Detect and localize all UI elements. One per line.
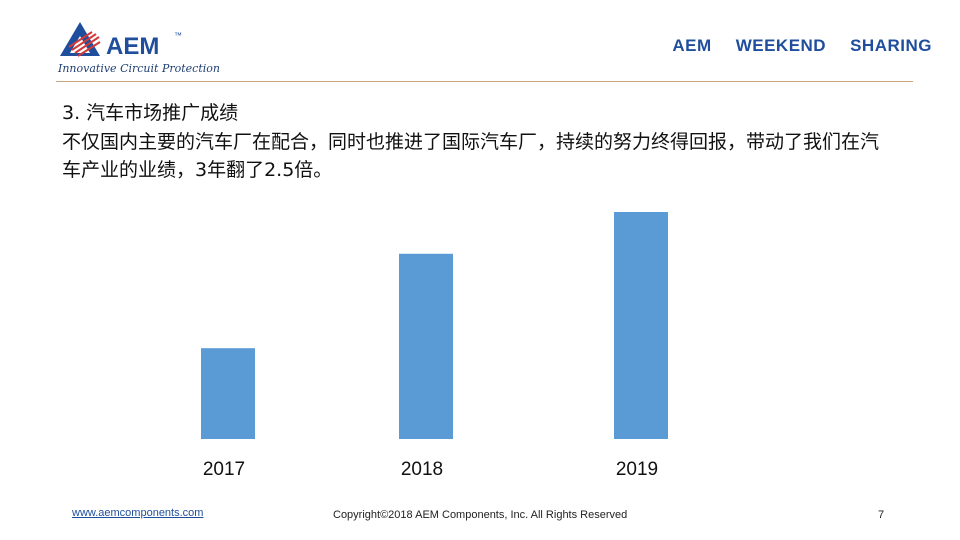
- header-word-aem: AEM: [672, 36, 712, 55]
- website-link[interactable]: www.aemcomponents.com: [72, 507, 204, 519]
- aem-logo-mark: AEM ™: [60, 22, 182, 60]
- header-word-weekend: WEEKEND: [735, 36, 827, 55]
- x-tick-2019: 2019: [616, 459, 658, 480]
- header-word-sharing: SHARING: [850, 36, 932, 55]
- logo-tagline: Innovative Circuit Protection: [58, 62, 220, 75]
- aem-logo: AEM ™ Innovative Circuit Protection: [58, 20, 220, 76]
- x-tick-2017: 2017: [203, 459, 245, 480]
- x-tick-2018: 2018: [401, 459, 443, 480]
- section-heading: 3. 汽车市场推广成绩: [62, 102, 239, 124]
- copyright-text: Copyright©2018 AEM Components, Inc. All …: [333, 509, 628, 521]
- page-number: 7: [878, 509, 885, 521]
- section-body: 不仅国内主要的汽车厂在配合，同时也推进了国际汽车厂，持续的努力终得回报，带动了我…: [62, 131, 880, 181]
- bar-2018: [399, 253, 453, 439]
- trademark-symbol: ™: [174, 31, 182, 40]
- header-divider: [56, 81, 913, 82]
- header-title: AEM WEEKEND SHARING: [672, 36, 932, 56]
- bar-2017: [201, 348, 255, 439]
- bar-2019: [614, 212, 668, 439]
- logo-brand-text: AEM: [106, 33, 159, 60]
